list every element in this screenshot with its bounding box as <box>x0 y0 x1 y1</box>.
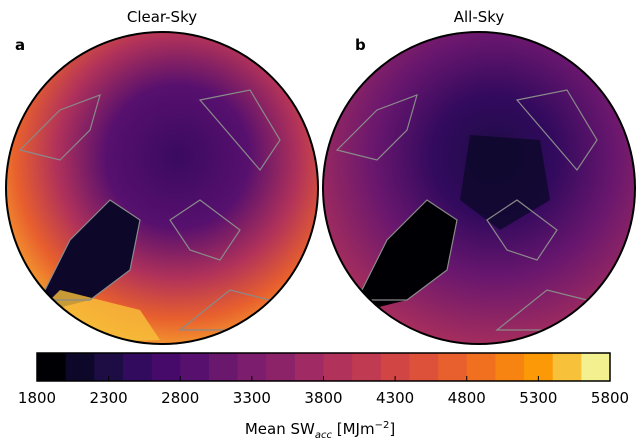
colorbar-tick-label: 2300 <box>90 389 128 407</box>
colorbar-tick-label: 4300 <box>376 389 414 407</box>
colorbar-step <box>438 353 467 381</box>
colorbar-step <box>295 353 324 381</box>
colorbar-tick-label: 5800 <box>591 389 629 407</box>
colorbar-step <box>352 353 381 381</box>
map-all-sky <box>323 32 635 344</box>
colorbar-step <box>495 353 524 381</box>
colorbar-step <box>467 353 496 381</box>
colorbar-step <box>553 353 582 381</box>
colorbar-step <box>324 353 353 381</box>
colorbar-step <box>266 353 295 381</box>
colorbar-tick-label: 4800 <box>448 389 486 407</box>
label-text: [MJm <box>332 420 375 438</box>
colorbar-tick-label: 3300 <box>233 389 271 407</box>
colorbar-step <box>123 353 152 381</box>
figure: Clear-Sky a All-Sky b Mean SWacc [MJm−2]… <box>0 0 638 442</box>
colorbar-step <box>209 353 238 381</box>
colorbar-step <box>37 353 66 381</box>
panel-label: a <box>15 36 25 54</box>
label-text: ] <box>389 420 395 438</box>
colorbar-tick-label: 2800 <box>161 389 199 407</box>
colorbar-step <box>409 353 438 381</box>
label-sup: −2 <box>375 420 390 431</box>
colorbar-step <box>152 353 181 381</box>
label-sub: acc <box>315 430 333 441</box>
panel-title: All-Sky <box>454 8 505 26</box>
panel-title: Clear-Sky <box>127 8 197 26</box>
colorbar-step <box>66 353 95 381</box>
colorbar-tick-label: 5300 <box>519 389 557 407</box>
colorbar-step <box>180 353 209 381</box>
colorbar-step <box>581 353 610 381</box>
label-text: Mean SW <box>245 420 315 438</box>
colorbar-label: Mean SWacc [MJm−2] <box>245 420 395 441</box>
colorbar-tick-label: 3800 <box>304 389 342 407</box>
panel-label: b <box>355 36 366 54</box>
colorbar-tick-label: 1800 <box>18 389 56 407</box>
